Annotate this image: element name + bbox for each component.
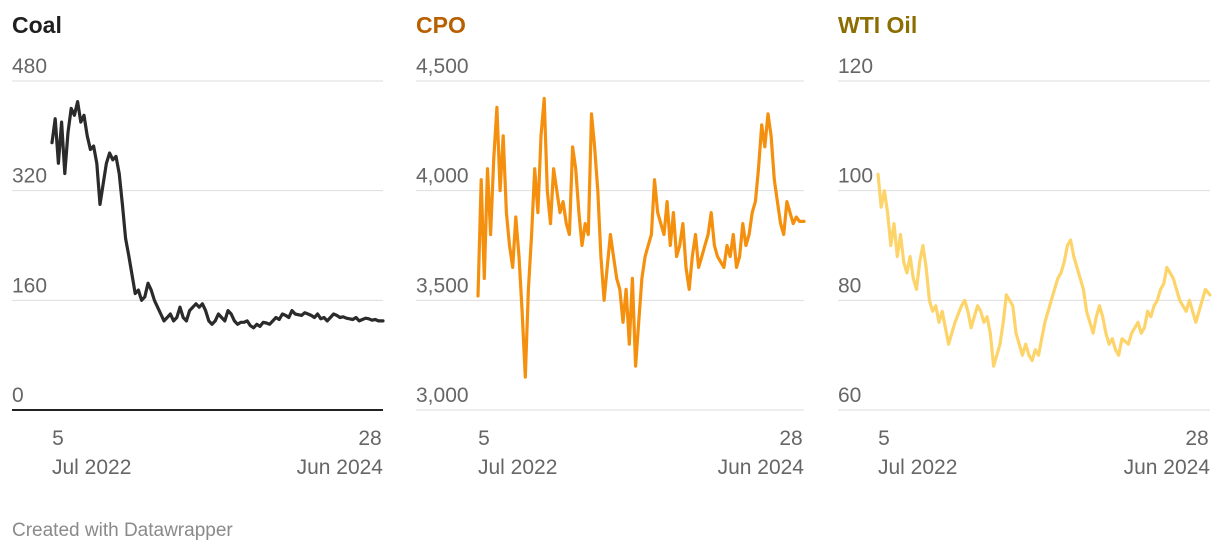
cpo-y-tick-label: 3,000 — [416, 384, 469, 407]
wti-oil-x-tick-day: 28 — [1185, 427, 1208, 450]
cpo-y-tick-label: 4,500 — [416, 55, 469, 78]
cpo-x-tick-label: Jun 2024 — [718, 456, 805, 479]
wti-oil-y-tick-label: 80 — [838, 274, 861, 297]
coal-x-tick-label: Jul 2022 — [52, 456, 131, 479]
cpo-series-line — [476, 96, 806, 379]
cpo-chart-title: CPO — [416, 12, 466, 38]
wti-oil-chart-title: WTI Oil — [838, 12, 917, 38]
coal-y-tick-label: 160 — [12, 274, 47, 297]
cpo-chart: CPO 4,500 4,000 3,500 3,000 5 Jul 2022 28 Jun 20… — [416, 12, 806, 479]
coal-x-tick-day: 28 — [358, 427, 381, 450]
footer-credit: Created with Datawrapper — [12, 520, 233, 541]
cpo-x-tick-day: 5 — [478, 427, 490, 450]
coal-x-tick-label: Jun 2024 — [297, 456, 384, 479]
wti-oil-series-line — [876, 172, 1212, 368]
coal-x-tick-day: 5 — [52, 427, 64, 450]
coal-y-tick-label: 480 — [12, 55, 47, 78]
wti-oil-y-tick-label: 60 — [838, 384, 861, 407]
coal-chart-title: Coal — [12, 12, 62, 38]
cpo-x-tick-label: Jul 2022 — [478, 456, 557, 479]
cpo-y-tick-label: 3,500 — [416, 274, 469, 297]
coal-series-line — [50, 99, 385, 330]
wti-oil-x-tick-label: Jul 2022 — [878, 456, 957, 479]
wti-oil-x-tick-day: 5 — [878, 427, 890, 450]
coal-chart: Coal 480 320 160 0 5 Jul 2022 28 Jun 2024 — [12, 12, 385, 479]
coal-y-tick-label: 320 — [12, 165, 47, 188]
cpo-x-tick-day: 28 — [779, 427, 802, 450]
wti-oil-x-tick-label: Jun 2024 — [1124, 456, 1211, 479]
wti-oil-y-tick-label: 120 — [838, 55, 873, 78]
wti-oil-chart: WTI Oil 120 100 80 60 5 Jul 2022 28 Jun 2024 — [838, 12, 1212, 479]
cpo-y-tick-label: 4,000 — [416, 165, 469, 188]
coal-y-tick-label: 0 — [12, 384, 24, 407]
wti-oil-y-tick-label: 100 — [838, 165, 873, 188]
